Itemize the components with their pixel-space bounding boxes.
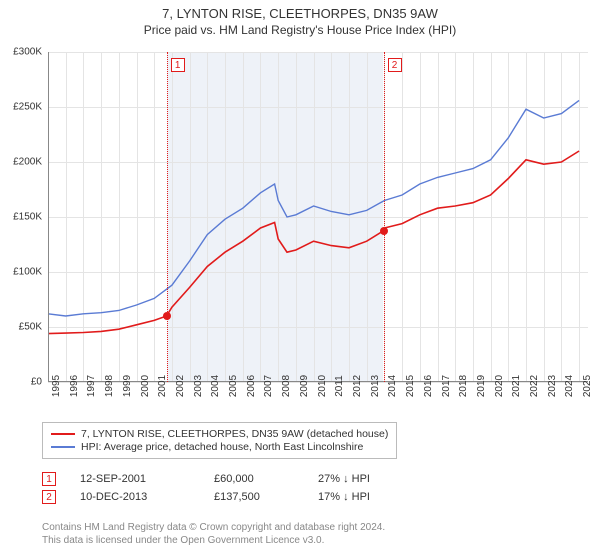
sale-marker-box: 2 — [388, 58, 402, 72]
x-tick-label: 1995 — [51, 375, 62, 397]
sale-marker-box: 1 — [171, 58, 185, 72]
sales-table: 1 12-SEP-2001 £60,000 27% ↓ HPI 2 10-DEC-2013… — [42, 468, 428, 508]
y-tick-label: £50K — [0, 322, 42, 333]
y-tick-label: £150K — [0, 212, 42, 223]
series-hpi — [48, 100, 579, 316]
x-tick-label: 2004 — [210, 375, 221, 397]
sale-row-id: 2 — [42, 490, 56, 504]
legend-row: 7, LYNTON RISE, CLEETHORPES, DN35 9AW (d… — [51, 428, 388, 440]
sale-price: £137,500 — [214, 491, 294, 503]
y-tick-label: £100K — [0, 267, 42, 278]
y-tick-label: £250K — [0, 102, 42, 113]
x-tick-label: 1996 — [69, 375, 80, 397]
x-tick-label: 2002 — [175, 375, 186, 397]
series-price_paid — [48, 151, 579, 334]
sale-date: 12-SEP-2001 — [80, 473, 190, 485]
x-tick-label: 2023 — [547, 375, 558, 397]
x-tick-label: 1998 — [104, 375, 115, 397]
legend-label: HPI: Average price, detached house, Nort… — [81, 441, 363, 453]
y-tick-label: £300K — [0, 47, 42, 58]
price-chart: £0£50K£100K£150K£200K£250K£300K199519961… — [48, 52, 588, 382]
x-tick-label: 2006 — [246, 375, 257, 397]
x-tick-label: 2018 — [458, 375, 469, 397]
x-tick-label: 1999 — [122, 375, 133, 397]
legend-row: HPI: Average price, detached house, Nort… — [51, 441, 388, 453]
x-tick-label: 2009 — [299, 375, 310, 397]
sale-row-id: 1 — [42, 472, 56, 486]
x-tick-label: 2005 — [228, 375, 239, 397]
x-tick-label: 2010 — [317, 375, 328, 397]
legend-swatch — [51, 446, 75, 448]
x-tick-label: 2012 — [352, 375, 363, 397]
sale-price: £60,000 — [214, 473, 294, 485]
sale-diff: 17% ↓ HPI — [318, 491, 428, 503]
sale-marker-line — [384, 52, 385, 382]
chart-lines — [48, 52, 588, 382]
sale-point — [380, 227, 388, 235]
x-tick-label: 2013 — [370, 375, 381, 397]
y-tick-label: £0 — [0, 377, 42, 388]
x-tick-label: 2024 — [564, 375, 575, 397]
footnote-line2: This data is licensed under the Open Gov… — [42, 535, 324, 546]
sale-point — [163, 312, 171, 320]
x-tick-label: 2020 — [494, 375, 505, 397]
page-title: 7, LYNTON RISE, CLEETHORPES, DN35 9AW — [0, 6, 600, 21]
y-tick-label: £200K — [0, 157, 42, 168]
legend-swatch — [51, 433, 75, 435]
sale-row: 1 12-SEP-2001 £60,000 27% ↓ HPI — [42, 472, 428, 486]
sale-date: 10-DEC-2013 — [80, 491, 190, 503]
x-tick-label: 2007 — [263, 375, 274, 397]
legend-label: 7, LYNTON RISE, CLEETHORPES, DN35 9AW (d… — [81, 428, 388, 440]
x-tick-label: 2000 — [140, 375, 151, 397]
x-tick-label: 2008 — [281, 375, 292, 397]
x-tick-label: 2017 — [441, 375, 452, 397]
footnote-line1: Contains HM Land Registry data © Crown c… — [42, 522, 385, 533]
x-tick-label: 2022 — [529, 375, 540, 397]
sale-marker-line — [167, 52, 168, 382]
x-tick-label: 2021 — [511, 375, 522, 397]
x-tick-label: 2016 — [423, 375, 434, 397]
x-tick-label: 2011 — [334, 375, 345, 397]
y-axis — [48, 52, 49, 382]
x-tick-label: 2019 — [476, 375, 487, 397]
sale-diff: 27% ↓ HPI — [318, 473, 428, 485]
footnote: Contains HM Land Registry data © Crown c… — [42, 522, 590, 547]
x-tick-label: 2003 — [193, 375, 204, 397]
sale-row: 2 10-DEC-2013 £137,500 17% ↓ HPI — [42, 490, 428, 504]
x-tick-label: 2014 — [387, 375, 398, 397]
x-tick-label: 2025 — [582, 375, 593, 397]
page-subtitle: Price paid vs. HM Land Registry's House … — [0, 23, 600, 37]
legend: 7, LYNTON RISE, CLEETHORPES, DN35 9AW (d… — [42, 422, 397, 459]
x-tick-label: 2015 — [405, 375, 416, 397]
title-block: 7, LYNTON RISE, CLEETHORPES, DN35 9AW Pr… — [0, 0, 600, 39]
x-tick-label: 1997 — [86, 375, 97, 397]
